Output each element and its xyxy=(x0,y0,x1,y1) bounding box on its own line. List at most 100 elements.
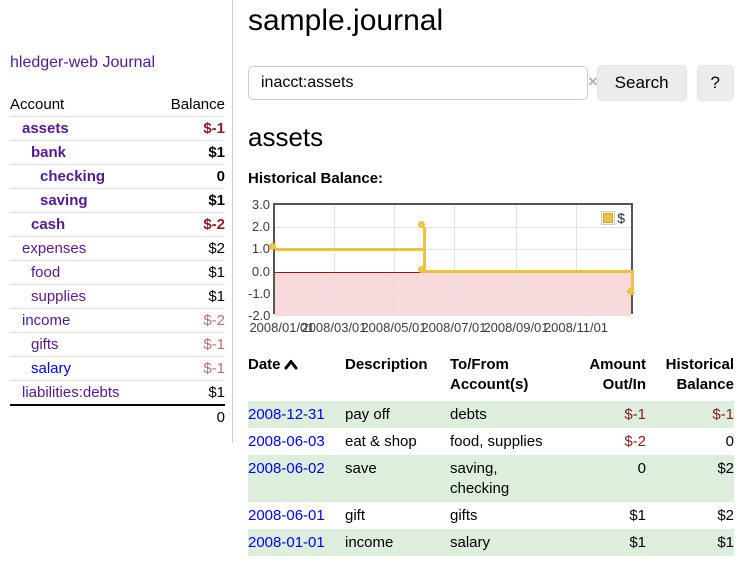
account-row-cash: cash $-2 xyxy=(10,212,225,236)
y-axis-tick: -1.0 xyxy=(248,286,271,301)
account-link-saving[interactable]: saving xyxy=(40,192,88,209)
gridline xyxy=(576,205,577,312)
chart-legend: $ xyxy=(601,210,625,226)
transaction-accounts: debts xyxy=(450,406,487,423)
chart-plot-area[interactable]: $ xyxy=(269,203,634,316)
transaction-date-link[interactable]: 2008-06-03 xyxy=(248,433,325,450)
transaction-date-link[interactable]: 2008-01-01 xyxy=(248,534,325,551)
sidebar-item-journal[interactable]: Journal xyxy=(102,54,155,71)
transaction-balance: $2 xyxy=(717,460,734,477)
chart-title: Historical Balance: xyxy=(248,170,384,187)
account-link-bank[interactable]: bank xyxy=(31,144,67,161)
register-header-row: Date Description To/From Account(s) Amou… xyxy=(248,353,734,401)
transaction-balance: $2 xyxy=(717,507,734,524)
y-axis-tick: 3.0 xyxy=(251,197,270,212)
account-link-expenses[interactable]: expenses xyxy=(22,240,87,257)
account-row-gifts: gifts $-1 xyxy=(10,332,225,356)
accounts-table: Account Balance assets $-1 bank $1 check… xyxy=(10,93,225,429)
transaction-row: 2008-06-02 save saving, checking 0 $2 xyxy=(248,455,734,502)
transaction-balance: $-1 xyxy=(712,406,734,423)
transaction-row: 2008-06-01 gift gifts $1 $2 xyxy=(248,502,734,529)
transaction-description: eat & shop xyxy=(345,433,417,450)
account-balance: $2 xyxy=(208,240,225,257)
account-link-cash[interactable]: cash xyxy=(31,216,66,233)
transaction-amount: 0 xyxy=(637,460,646,477)
account-link-assets[interactable]: assets xyxy=(22,120,69,137)
clear-search-icon[interactable]: × xyxy=(588,72,598,91)
transaction-accounts: saving, checking xyxy=(450,460,510,497)
account-link-salary[interactable]: salary xyxy=(31,360,72,377)
account-row-salary: salary $-1 xyxy=(10,356,225,380)
x-axis-tick: 2008/07/01 xyxy=(421,320,487,335)
search-form: × Search ? xyxy=(248,65,734,101)
x-axis-tick: 2008/03/01 xyxy=(301,320,367,335)
account-row-checking: checking 0 xyxy=(10,164,225,188)
account-link-gifts[interactable]: gifts xyxy=(31,336,59,353)
search-button[interactable]: Search xyxy=(596,65,687,101)
account-column-header: Account xyxy=(10,96,65,113)
account-link-food[interactable]: food xyxy=(31,264,61,281)
account-link-checking[interactable]: checking xyxy=(40,168,106,185)
series-line-segment xyxy=(423,270,634,273)
x-axis-tick: 2008/11/01 xyxy=(543,320,609,335)
search-input[interactable] xyxy=(248,66,588,100)
account-row-income: income $-2 xyxy=(10,308,225,332)
x-axis-tick: 2008/01/01 xyxy=(249,320,315,335)
date-column-header[interactable]: Date xyxy=(248,353,345,401)
data-point xyxy=(418,266,425,273)
transaction-description: save xyxy=(345,460,377,477)
balance-column-header: Balance xyxy=(170,96,225,113)
gridline xyxy=(394,205,395,312)
data-point xyxy=(269,243,276,250)
accounts-total-row: 0 xyxy=(10,404,225,429)
accounts-table-header: Account Balance xyxy=(10,93,225,116)
account-row-food: food $1 xyxy=(10,260,225,284)
historical-balance-chart: 3.0 2.0 1.0 0.0 -1.0 -2.0 xyxy=(248,194,734,336)
gridline xyxy=(275,227,631,228)
transaction-description: gift xyxy=(345,507,366,524)
account-balance: $-1 xyxy=(203,336,225,353)
transaction-amount: $1 xyxy=(629,534,646,551)
account-balance: $-2 xyxy=(203,216,225,233)
balance-column-header: Historical Balance xyxy=(665,356,734,393)
transaction-description: income xyxy=(345,534,394,551)
account-link-liabilities-debts[interactable]: liabilities:debts xyxy=(22,384,120,401)
legend-label: $ xyxy=(617,210,625,226)
accounts-column-header: To/From Account(s) xyxy=(450,356,529,393)
x-axis-tick: 2008/05/01 xyxy=(361,320,427,335)
gridline xyxy=(334,205,335,312)
page-title: sample.journal xyxy=(248,4,444,37)
sort-ascending-icon xyxy=(284,360,298,370)
transaction-row: 2008-01-01 income salary $1 $1 xyxy=(248,529,734,556)
account-balance: 0 xyxy=(216,168,225,185)
y-axis-tick: 2.0 xyxy=(251,219,270,234)
series-line-segment xyxy=(631,271,634,295)
brand-link[interactable]: hledger-web xyxy=(10,54,99,71)
account-link-income[interactable]: income xyxy=(22,312,71,329)
accounts-total-value: 0 xyxy=(216,409,225,426)
transaction-date-link[interactable]: 2008-06-01 xyxy=(248,507,325,524)
gridline xyxy=(275,249,631,250)
help-button[interactable]: ? xyxy=(696,65,734,101)
transaction-date-link[interactable]: 2008-12-31 xyxy=(248,406,325,423)
y-axis-tick: 0.0 xyxy=(251,264,270,279)
account-balance: $1 xyxy=(208,192,225,209)
transaction-balance: $1 xyxy=(717,534,734,551)
transaction-date-link[interactable]: 2008-06-02 xyxy=(248,460,325,477)
register-table: Date Description To/From Account(s) Amou… xyxy=(248,353,734,556)
gridline xyxy=(516,205,517,312)
account-balance: $-2 xyxy=(203,312,225,329)
y-axis-tick: 1.0 xyxy=(251,241,270,256)
account-heading: assets xyxy=(248,122,324,152)
series-line-segment xyxy=(423,227,426,273)
account-link-supplies[interactable]: supplies xyxy=(31,288,87,305)
amount-column-header: Amount Out/In xyxy=(589,356,646,393)
x-axis-tick: 2008/09/01 xyxy=(483,320,549,335)
sidebar: hledger-web Journal Account Balance asse… xyxy=(0,0,233,443)
transaction-accounts: gifts xyxy=(450,507,478,524)
series-line-segment xyxy=(275,248,426,251)
account-row-expenses: expenses $2 xyxy=(10,236,225,260)
account-balance: $-1 xyxy=(203,120,225,137)
transaction-description: pay off xyxy=(345,406,390,423)
